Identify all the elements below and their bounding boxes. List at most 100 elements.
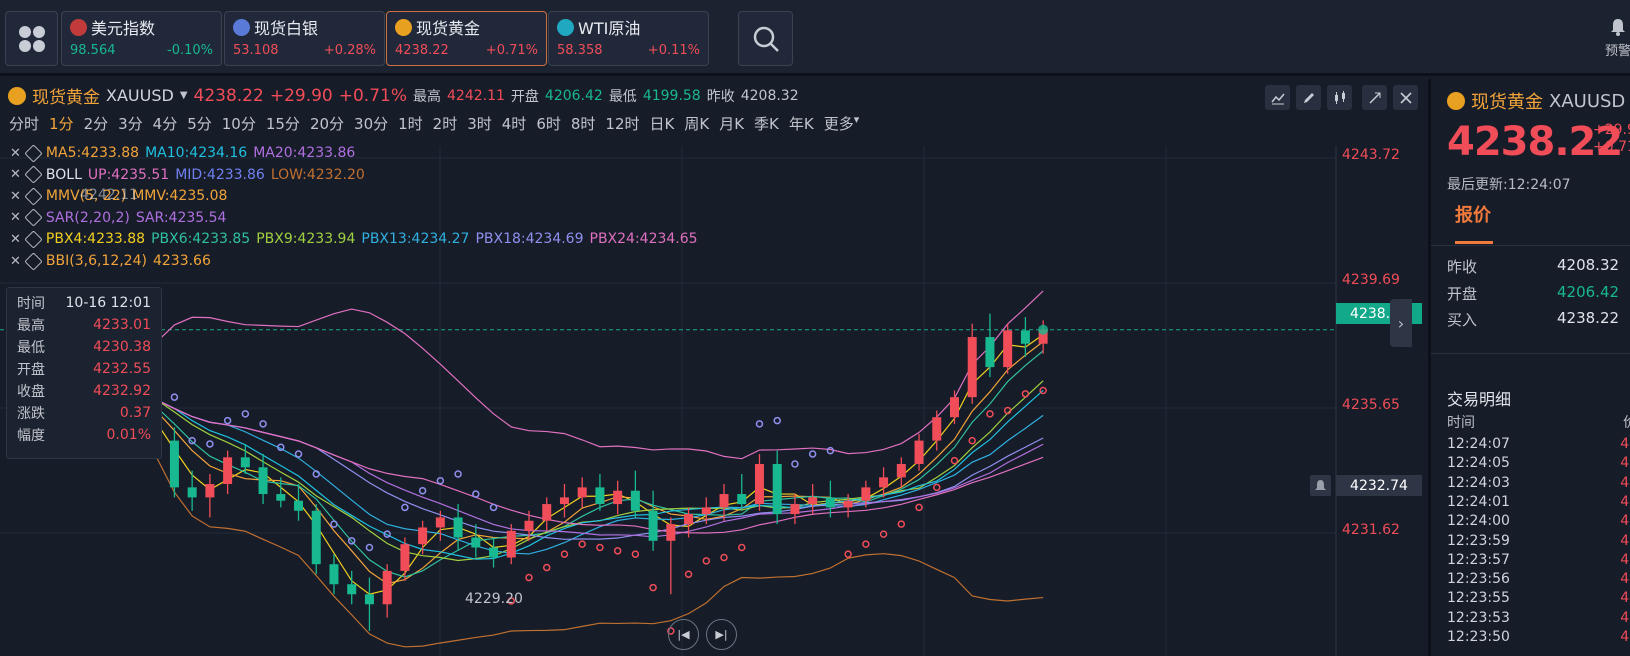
menu-grid-button[interactable] bbox=[5, 11, 58, 66]
alarm-button[interactable]: 预警 bbox=[1598, 18, 1630, 59]
remove-indicator-icon[interactable]: ✕ bbox=[10, 231, 21, 247]
indicator-line bbox=[14, 350, 1044, 578]
period-tab[interactable]: 周K bbox=[684, 115, 710, 133]
period-tab[interactable]: 12时 bbox=[605, 115, 640, 133]
side-symbol-name: 现货黄金 bbox=[1471, 92, 1543, 113]
y-tick-label: 4235.65 bbox=[1342, 397, 1400, 413]
indicator-tool-button[interactable] bbox=[1265, 85, 1290, 110]
tip-chg-label: 涨跌 bbox=[17, 406, 45, 422]
candle-body bbox=[311, 510, 321, 565]
sar-dot bbox=[613, 547, 622, 555]
trade-price: 423 bbox=[1620, 590, 1630, 607]
trade-time: 12:24:07 bbox=[1447, 436, 1510, 452]
quote-card[interactable]: 现货白银 53.108 +0.28% bbox=[224, 11, 385, 66]
sar-dot bbox=[241, 410, 250, 418]
candlestick-chart[interactable] bbox=[0, 146, 1424, 656]
settings-icon[interactable] bbox=[24, 143, 43, 163]
tip-pct-label: 幅度 bbox=[17, 428, 45, 444]
quote-card[interactable]: 美元指数 98.564 -0.10% bbox=[61, 11, 222, 66]
sar-dot bbox=[294, 450, 303, 458]
candle-body bbox=[843, 500, 853, 508]
period-tab[interactable]: 6时 bbox=[536, 115, 561, 133]
remove-indicator-icon[interactable]: ✕ bbox=[10, 210, 21, 226]
price-alert-button[interactable] bbox=[1310, 475, 1331, 496]
search-button[interactable] bbox=[738, 11, 793, 66]
period-tab[interactable]: 3时 bbox=[467, 115, 492, 133]
period-tab[interactable]: 10分 bbox=[221, 115, 256, 133]
period-tab[interactable]: 更多 bbox=[823, 115, 854, 133]
tab-quote[interactable]: 报价 bbox=[1455, 205, 1491, 226]
period-tab[interactable]: 15分 bbox=[265, 115, 300, 133]
chart-area[interactable]: 现货黄金 XAUUSD ▼ 4238.22 +29.90 +0.71% 最高 42… bbox=[0, 79, 1424, 656]
sar-dot bbox=[223, 416, 232, 425]
indicator-value: PBX4:4233.88 bbox=[45, 231, 146, 248]
period-tab[interactable]: 4时 bbox=[501, 115, 527, 133]
period-tab[interactable]: 日K bbox=[649, 115, 675, 133]
settings-icon[interactable] bbox=[24, 186, 43, 206]
sar-dot bbox=[844, 550, 852, 558]
chevron-down-icon[interactable]: ▼ bbox=[179, 90, 188, 101]
tip-time: 10-16 12:01 bbox=[65, 295, 151, 311]
expand-panel-button[interactable]: › bbox=[1390, 299, 1412, 347]
bell-icon bbox=[1611, 19, 1625, 36]
remove-indicator-icon[interactable]: ✕ bbox=[10, 188, 21, 204]
chart-symbol-code[interactable]: XAUUSD bbox=[106, 86, 174, 105]
prev-close-label: 昨收 bbox=[706, 88, 735, 105]
period-tab[interactable]: 分时 bbox=[9, 115, 40, 133]
period-tab[interactable]: 2分 bbox=[83, 115, 109, 133]
remove-indicator-icon[interactable]: ✕ bbox=[10, 253, 21, 269]
indicator-value: PBX6:4233.85 bbox=[151, 231, 251, 248]
quote-name: 美元指数 bbox=[91, 19, 156, 38]
period-tab[interactable]: 1时 bbox=[398, 115, 423, 133]
indicator-legend-row: ✕ SAR(2,20,2) SAR:4235.54 bbox=[10, 208, 226, 227]
sar-dot bbox=[968, 436, 976, 445]
trade-row: 12:23:50 423 bbox=[1447, 629, 1630, 645]
settings-icon[interactable] bbox=[24, 251, 43, 271]
period-tab[interactable]: 2时 bbox=[432, 115, 458, 133]
trades-col-time: 时间 bbox=[1447, 415, 1475, 431]
sar-dot bbox=[862, 540, 870, 548]
period-tab[interactable]: 1分 bbox=[49, 115, 74, 133]
scroll-end-button[interactable]: ▶| bbox=[706, 619, 737, 650]
period-tab[interactable]: 月K bbox=[719, 115, 745, 133]
period-tab[interactable]: 年K bbox=[788, 115, 814, 133]
quote-card[interactable]: WTI原油 58.358 +0.11% bbox=[548, 11, 709, 66]
side-change-pct: +0.71 bbox=[1593, 139, 1630, 155]
side-change-block: +29.9+0.71 bbox=[1593, 122, 1630, 156]
sar-dot bbox=[347, 537, 356, 545]
scroll-start-button[interactable]: |◀ bbox=[668, 619, 699, 650]
close-chart-button[interactable] bbox=[1393, 85, 1418, 110]
tip-low-label: 最低 bbox=[17, 340, 45, 356]
remove-indicator-icon[interactable]: ✕ bbox=[10, 145, 21, 161]
draw-tool-button[interactable] bbox=[1296, 85, 1321, 110]
trade-row: 12:23:53 423 bbox=[1447, 610, 1630, 626]
period-tab[interactable]: 5分 bbox=[187, 115, 212, 133]
quote-change: +0.11% bbox=[647, 43, 700, 58]
period-tab[interactable]: 20分 bbox=[309, 115, 345, 133]
side-row-value: 4238.22 bbox=[1557, 309, 1620, 327]
quote-change: +0.28% bbox=[323, 43, 376, 58]
remove-indicator-icon[interactable]: ✕ bbox=[10, 167, 21, 183]
chart-type-button[interactable] bbox=[1327, 85, 1352, 110]
sar-dot bbox=[808, 450, 817, 458]
settings-icon[interactable] bbox=[24, 208, 43, 227]
tip-time-label: 时间 bbox=[17, 296, 45, 312]
period-tab[interactable]: 30分 bbox=[354, 115, 389, 133]
indicator-value: UP:4235.51 bbox=[87, 166, 170, 183]
candle-body bbox=[914, 440, 924, 464]
candle-body bbox=[825, 497, 835, 508]
collapse-button[interactable] bbox=[1362, 85, 1387, 110]
period-tab[interactable]: 4分 bbox=[152, 115, 178, 133]
quote-values: 58.358 +0.11% bbox=[557, 43, 700, 58]
period-tab[interactable]: 8时 bbox=[570, 115, 596, 133]
settings-icon[interactable] bbox=[24, 165, 43, 184]
period-tab[interactable]: 3分 bbox=[118, 115, 143, 133]
quote-card[interactable]: 现货黄金 4238.22 +0.71% bbox=[386, 11, 547, 66]
chart-price: 4238.22 bbox=[193, 85, 264, 106]
period-tab[interactable]: 季K bbox=[754, 115, 779, 133]
sar-dot bbox=[631, 550, 640, 558]
settings-icon[interactable] bbox=[24, 230, 43, 249]
sar-dot bbox=[737, 543, 746, 552]
indicator-value: LOW:4232.20 bbox=[270, 166, 365, 183]
period-tabs: 分时 1分 2分 3分 4分 5分 10分 15分 20分 30分 1时 2时 3时 4时 6时 8时 12时日… bbox=[9, 113, 869, 134]
